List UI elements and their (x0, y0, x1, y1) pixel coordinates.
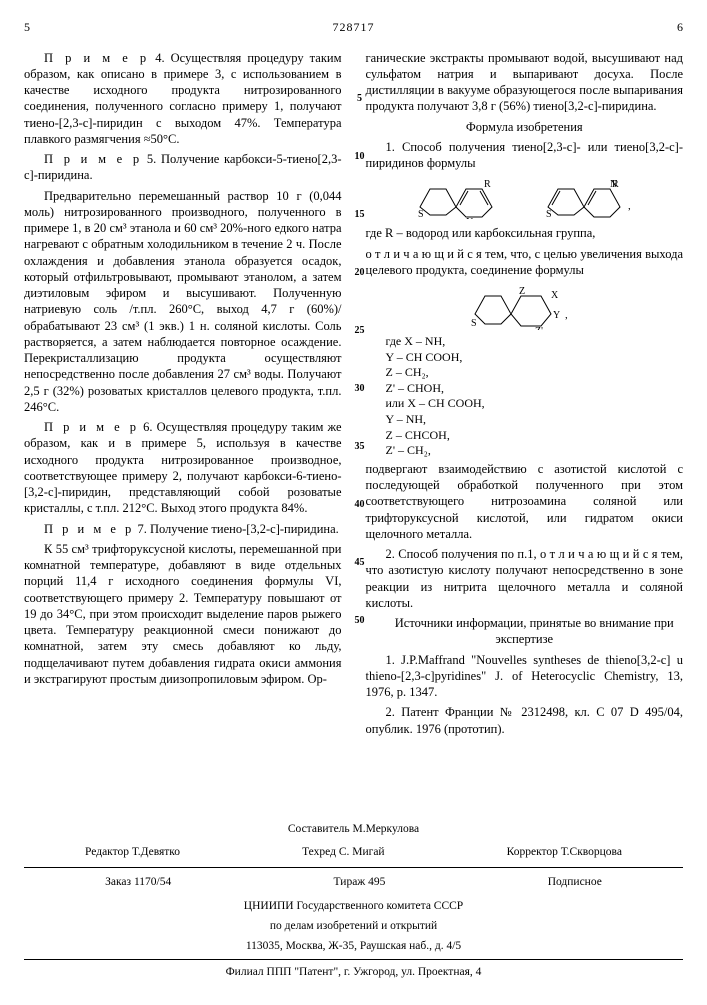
org-line-2: по делам изобретений и открытий (24, 918, 683, 935)
label-z: Z (519, 286, 525, 297)
example-label: П р и м е р (44, 51, 149, 65)
claim-1-lead: 1. Способ получения тиено[2,3-c]- или ти… (366, 139, 684, 172)
example-5-text: Предварительно перемешанный раствор 10 г… (24, 188, 342, 416)
where-line: Z' – CHOH, (386, 381, 684, 397)
corrector-label: Корректор (507, 846, 558, 858)
example-number: 5. (147, 152, 156, 166)
claims-heading: Формула изобретения (366, 119, 684, 135)
credits-row: Редактор Т.Девятко Техред С. Мигай Корре… (24, 844, 683, 861)
editor-name: Т.Девятко (132, 846, 180, 858)
example-7-head: П р и м е р 7. Получение тиено-[3,2-c]-п… (24, 521, 342, 537)
label-s: S (418, 209, 424, 219)
example-label: П р и м е р (44, 152, 142, 166)
label-n: N (466, 217, 473, 219)
compound-zx-icon: S Z X Y Z' , (469, 282, 579, 330)
page-number-left: 5 (24, 20, 64, 36)
org-line-1: ЦНИИПИ Государственного комитета СССР (24, 898, 683, 915)
label-x: X (551, 290, 559, 301)
divider-icon (24, 867, 683, 868)
where-line: Y – NH, (386, 412, 684, 428)
label-s: S (471, 318, 477, 329)
label-zp: Z' (535, 326, 543, 330)
example-label: П р и м е р (44, 420, 139, 434)
where-line: Z – CH₂, (386, 365, 684, 381)
example-4-para: П р и м е р 4. Осуществляя процедуру так… (24, 50, 342, 148)
distinct-text: о т л и ч а ю щ и й с я тем, что, с цель… (366, 246, 684, 279)
line-number: 20 (352, 266, 368, 279)
example-5-head: П р и м е р 5. Получение карбокси-5-тиен… (24, 151, 342, 184)
formula-pyridines: R S N R S N , (366, 177, 684, 219)
corrector-name: Т.Скворцова (561, 846, 622, 858)
order-number: Заказ 1170/54 (105, 874, 171, 891)
example-label: П р и м е р (44, 522, 134, 536)
example-number: 7. (137, 522, 146, 536)
address-line: 113035, Москва, Ж-35, Раушская наб., д. … (24, 938, 683, 955)
line-number: 25 (352, 324, 368, 337)
tirage-number: Тираж 495 (334, 874, 386, 891)
label-y: Y (553, 310, 560, 321)
claim-1-tail: подвергают взаимодействию с азотистой ки… (366, 461, 684, 542)
line-number: 40 (352, 498, 368, 511)
line-number: 15 (352, 208, 368, 221)
label-s: S (546, 209, 552, 219)
techred-name: С. Мигай (339, 846, 385, 858)
example-number: 4. (155, 51, 164, 65)
example-7-title: Получение тиено-[3,2-c]-пиридина. (150, 522, 339, 536)
label-n: N (610, 179, 617, 190)
svg-text:,: , (628, 200, 631, 212)
right-column: 5 10 15 20 25 30 35 40 45 50 ганические … (366, 50, 684, 741)
where-line: где X – NH, (386, 334, 684, 350)
subscription-label: Подписное (548, 874, 602, 891)
carryover-text: ганические экстракты промывают водой, вы… (366, 50, 684, 115)
compiler-line: Составитель М.Меркулова (24, 821, 683, 838)
divider-icon (24, 959, 683, 960)
svg-text:,: , (565, 309, 568, 321)
example-number: 6. (143, 420, 152, 434)
formula-compound: S Z X Y Z' , (366, 282, 684, 330)
page-number-right: 6 (643, 20, 683, 36)
where-line: Z' – CH₂, (386, 443, 684, 459)
page-header: 5 728717 6 (24, 20, 683, 36)
source-1: 1. J.P.Maffrand "Nouvelles syntheses de … (366, 652, 684, 701)
compiler-name: М.Меркулова (353, 823, 420, 835)
line-number: 35 (352, 440, 368, 453)
where-line: Z – CHCOH, (386, 428, 684, 444)
thieno-23c-icon: R S N (416, 177, 504, 219)
line-number: 30 (352, 382, 368, 395)
label-r: R (484, 179, 491, 190)
line-number: 5 (352, 92, 368, 105)
where-line: или X – CH COOH, (386, 396, 684, 412)
example-7-text: К 55 см³ трифторуксусной кислоты, переме… (24, 541, 342, 687)
thieno-32c-icon: R S N , (544, 177, 632, 219)
print-info-row: Заказ 1170/54 Тираж 495 Подписное (24, 874, 683, 891)
example-6-text: Осуществляя процедуру таким же образом, … (24, 420, 342, 515)
editor-label: Редактор (85, 846, 129, 858)
line-number: 45 (352, 556, 368, 569)
where-variables-block: где X – NH, Y – CH COOH, Z – CH₂, Z' – C… (386, 334, 684, 459)
where-line: Y – CH COOH, (386, 350, 684, 366)
line-number: 10 (352, 150, 368, 163)
source-2: 2. Патент Франции № 2312498, кл. C 07 D … (366, 704, 684, 737)
line-number: 50 (352, 614, 368, 627)
filial-line: Филиал ППП "Патент", г. Ужгород, ул. Про… (24, 964, 683, 981)
compiler-label: Составитель (288, 823, 350, 835)
colophon-footer: Составитель М.Меркулова Редактор Т.Девят… (24, 821, 683, 982)
two-column-body: П р и м е р 4. Осуществляя процедуру так… (24, 50, 683, 741)
sources-heading: Источники информации, принятые во вниман… (366, 615, 684, 648)
claim-2-text: 2. Способ получения по п.1, о т л и ч а … (366, 546, 684, 611)
example-6-para: П р и м е р 6. Осуществляя процедуру так… (24, 419, 342, 517)
where-r-text: где R – водород или карбоксильная группа… (366, 225, 684, 241)
left-column: П р и м е р 4. Осуществляя процедуру так… (24, 50, 342, 692)
techred-label: Техред (302, 846, 336, 858)
patent-number: 728717 (64, 20, 643, 36)
